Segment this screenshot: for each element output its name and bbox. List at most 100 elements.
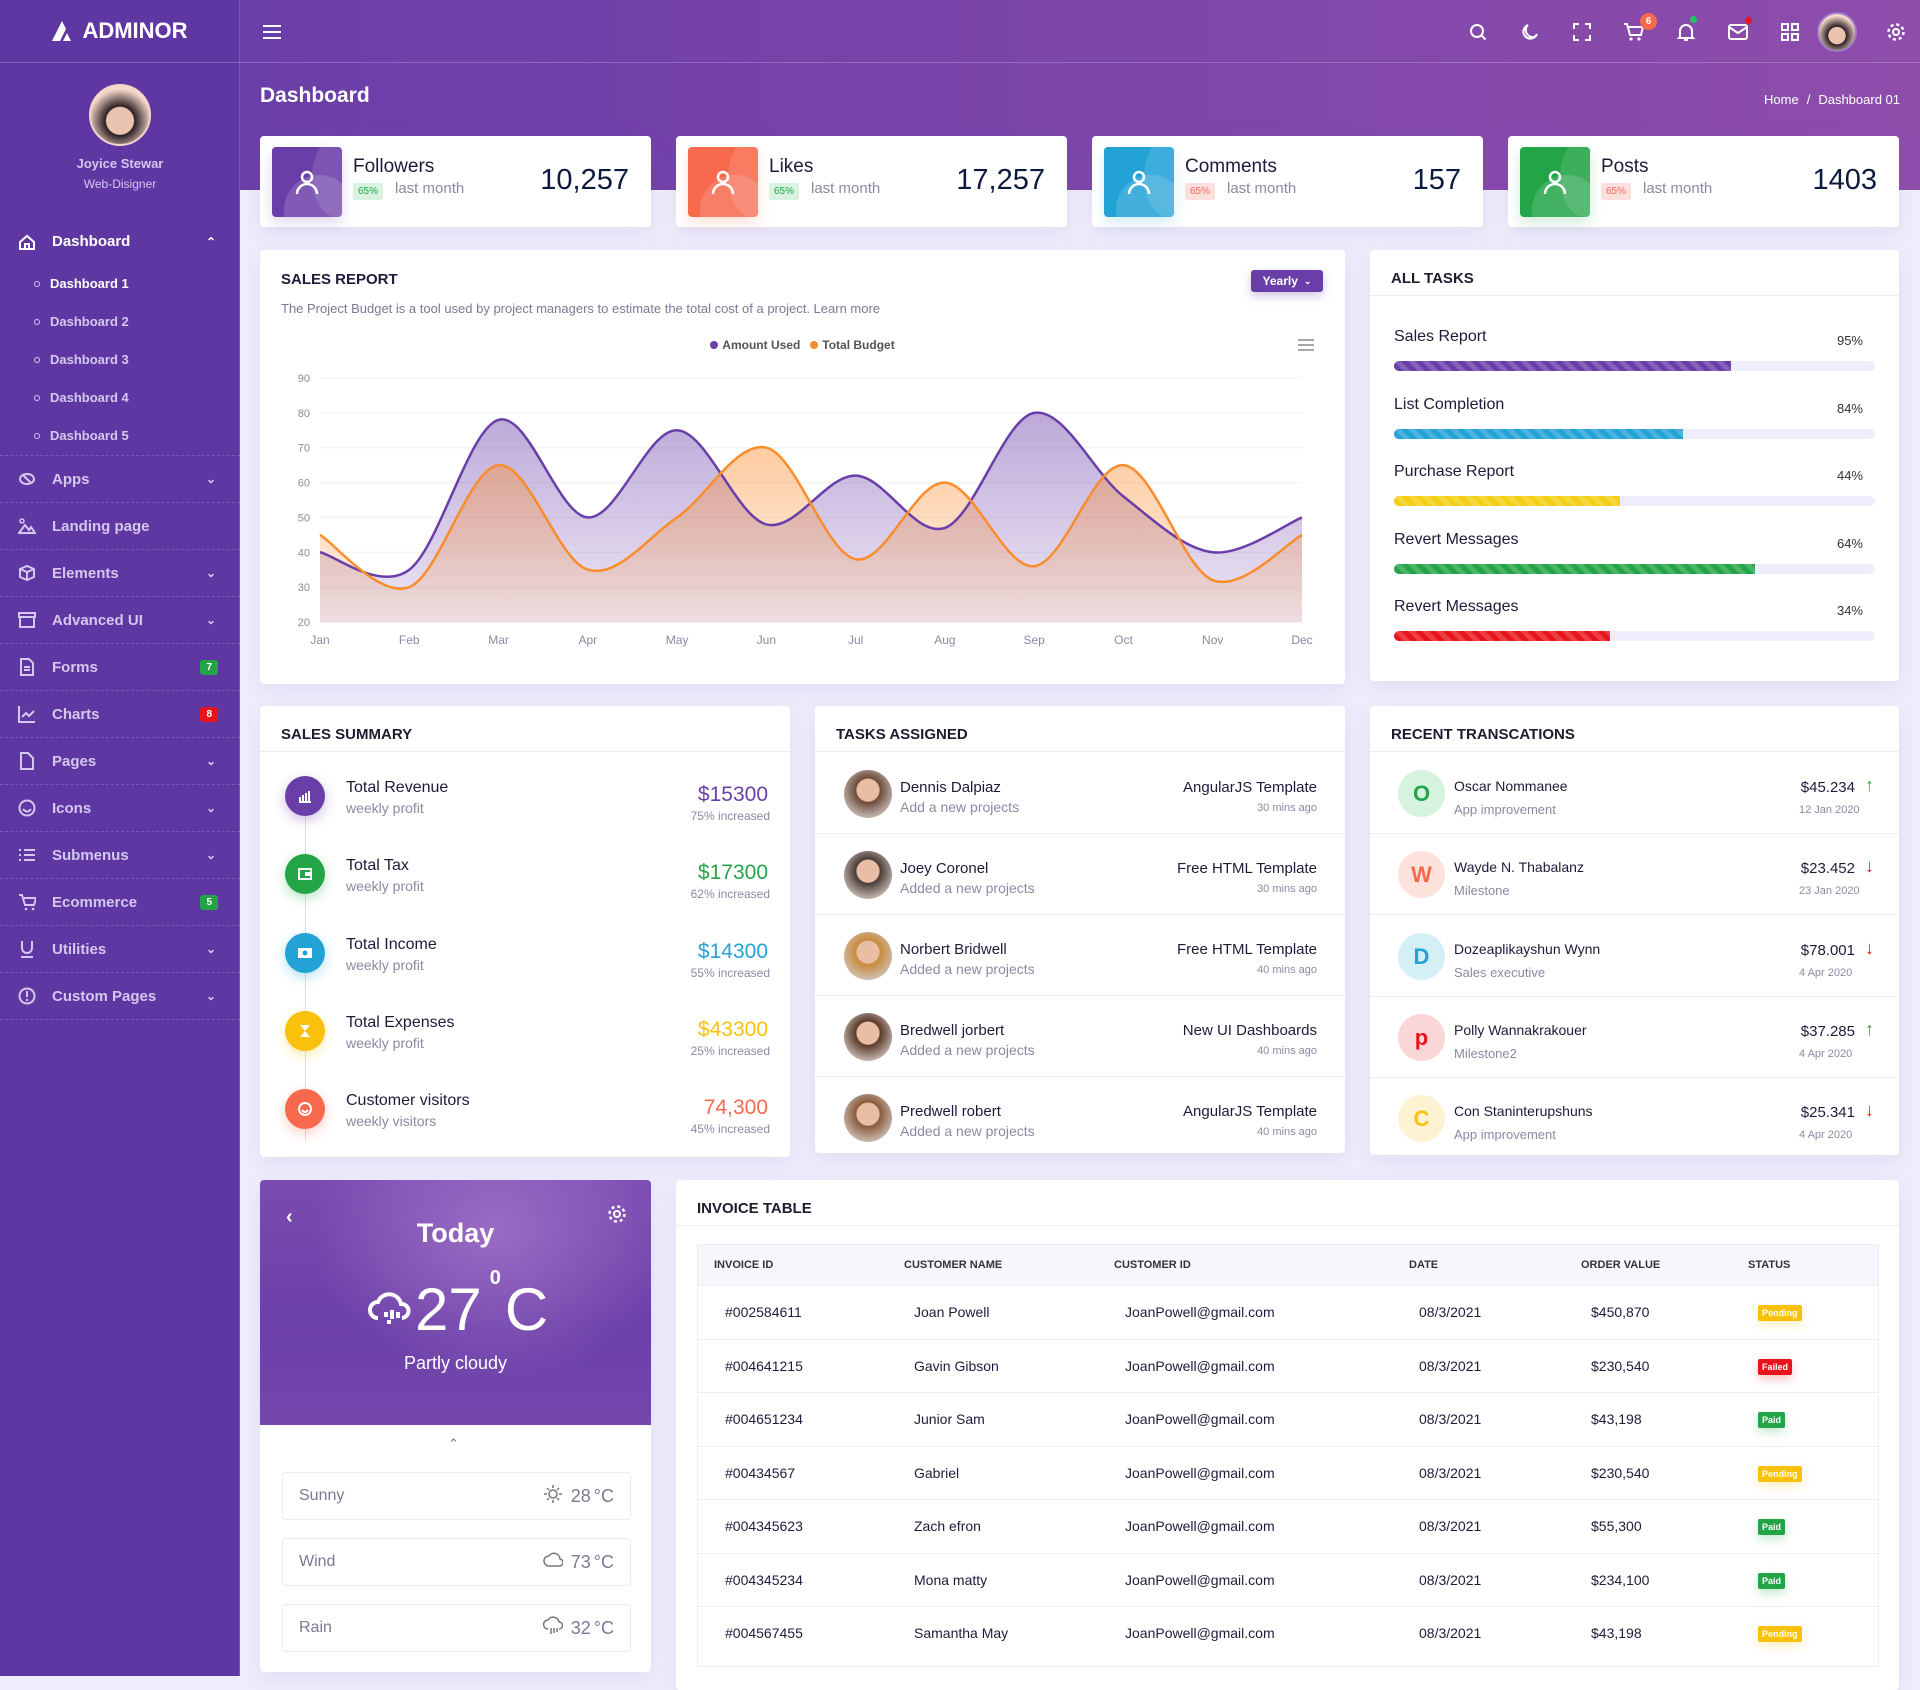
settings-gear-icon[interactable]	[1884, 20, 1908, 44]
sidebar-item-advanced-ui[interactable]: Advanced UI ⌄	[0, 597, 240, 644]
column-header[interactable]: DATE	[1409, 1259, 1439, 1271]
assigned-task-row[interactable]: Joey Coronel Added a new projects Free HTM…	[815, 834, 1345, 915]
transaction-row[interactable]: W Wayde N. Thabalanz Milestone $23.452 ↓ 23 J…	[1370, 834, 1899, 916]
sidebar-item-label: Dashboard	[52, 233, 131, 250]
sidebar-item-submenus[interactable]: Submenus ⌄	[0, 832, 240, 879]
collapse-chevron-icon[interactable]: ⌃	[448, 1436, 459, 1451]
mail-dot	[1745, 17, 1752, 24]
circle-bullet-icon	[34, 280, 40, 287]
x-tick-label: Aug	[934, 633, 955, 647]
column-header[interactable]: INVOICE ID	[714, 1259, 774, 1271]
invoice-id: #002584611	[725, 1304, 802, 1320]
summary-change: 55% increased	[690, 965, 770, 980]
sidebar-item-apps[interactable]: Apps ⌄	[0, 456, 240, 503]
status-badge: Paid	[1758, 1519, 1786, 1535]
sidebar-subitem-dashboard-5[interactable]: Dashboard 5	[34, 428, 129, 443]
sidebar-item-forms[interactable]: Forms 7	[0, 644, 240, 691]
transaction-name: Wayde N. Thabalanz	[1454, 859, 1584, 876]
assignee-avatar	[844, 851, 892, 899]
alert-circle-icon	[18, 987, 36, 1005]
sidebar-item-icons[interactable]: Icons ⌄	[0, 785, 240, 832]
series-line-amount-used	[319, 411, 1303, 578]
table-row[interactable]: #004567455 Samantha May JoanPowell@gmail.c…	[698, 1607, 1878, 1661]
sidebar-item-utilities[interactable]: Utilities ⌄	[0, 926, 240, 973]
stat-value: 1403	[1812, 164, 1877, 196]
sidebar-item-charts[interactable]: Charts 8	[0, 691, 240, 738]
sales-summary-card: SALES SUMMARY Total Revenue weekly profit…	[260, 706, 790, 1157]
breadcrumb-home[interactable]: Home	[1764, 92, 1799, 107]
weather-description: Partly cloudy	[403, 1353, 508, 1373]
apps-grid-icon[interactable]	[1778, 20, 1802, 44]
sidebar-subitem-dashboard-4[interactable]: Dashboard 4	[34, 390, 129, 405]
legend-total-budget[interactable]: Total Budget	[810, 338, 895, 352]
stat-value: 17,257	[956, 164, 1045, 196]
chevron-up-icon: ⌃	[205, 234, 216, 249]
summary-change: 62% increased	[690, 887, 770, 902]
stat-card-followers[interactable]: Followers 65% last month 10,257	[260, 136, 651, 227]
user-avatar[interactable]	[89, 84, 151, 146]
column-header[interactable]: CUSTOMER ID	[1114, 1259, 1191, 1271]
y-tick-label: 80	[298, 408, 310, 420]
period-dropdown[interactable]: Yearly ⌄	[1251, 270, 1323, 292]
table-row[interactable]: #00434567 Gabriel JoanPowell@gmail.com 08/3…	[698, 1447, 1878, 1500]
user-name: Joyice Stewar	[76, 156, 164, 171]
transaction-date: 4 Apr 2020	[1799, 1047, 1853, 1060]
customer-name: Zach efron	[914, 1518, 981, 1534]
table-row[interactable]: #002584611 Joan Powell JoanPowell@gmail.co…	[698, 1286, 1878, 1340]
chart-menu-icon[interactable]	[1298, 338, 1314, 356]
transaction-row[interactable]: p Polly Wannakrakouer Milestone2 $37.285 ↑ 4 …	[1370, 997, 1899, 1078]
weather-settings-icon[interactable]	[607, 1204, 627, 1229]
profile-avatar[interactable]	[1817, 12, 1857, 52]
table-header: INVOICE ID CUSTOMER NAME CUSTOMER ID DATE OR…	[698, 1245, 1878, 1286]
table-row[interactable]: #004641215 Gavin Gibson JoanPowell@gmail.c…	[698, 1340, 1878, 1393]
notification-bell-icon[interactable]	[1674, 20, 1698, 44]
table-row[interactable]: #004345623 Zach efron JoanPowell@gmail.com…	[698, 1500, 1878, 1554]
x-tick-label: Jun	[757, 633, 776, 647]
period-label: Yearly	[1262, 274, 1298, 288]
arrow-down-icon: ↓	[1865, 1100, 1874, 1121]
assigned-task-row[interactable]: Predwell robert Added a new projects Angul…	[815, 1077, 1345, 1158]
sidebar-item-pages[interactable]: Pages ⌄	[0, 738, 240, 785]
sidebar-item-landing-page[interactable]: Landing page	[0, 503, 240, 550]
sidebar-item-elements[interactable]: Elements ⌄	[0, 550, 240, 597]
summary-subtitle: weekly profit	[346, 956, 424, 973]
cart-icon[interactable]	[1622, 20, 1646, 44]
notification-dot	[1690, 16, 1697, 23]
transaction-row[interactable]: D Dozeaplikayshun Wynn Sales executive $78.…	[1370, 916, 1899, 997]
invoice-id: #004345623	[725, 1518, 803, 1534]
transaction-row[interactable]: C Con Staninterupshuns App improvement $25.…	[1370, 1078, 1899, 1159]
fullscreen-icon[interactable]	[1570, 20, 1594, 44]
column-header[interactable]: STATUS	[1748, 1259, 1791, 1271]
transaction-row[interactable]: O Oscar Nommanee App improvement $45.234 ↑ 12…	[1370, 753, 1899, 834]
sidebar-item-ecommerce[interactable]: Ecommerce 5	[0, 879, 240, 926]
stat-card-likes[interactable]: Likes 65% last month 17,257	[676, 136, 1067, 227]
assigned-task-row[interactable]: Bredwell jorbert Added a new projects New …	[815, 996, 1345, 1077]
sidebar-subitem-dashboard-3[interactable]: Dashboard 3	[34, 352, 129, 367]
assigned-task-row[interactable]: Dennis Dalpiaz Add a new projects AngularJ…	[815, 753, 1345, 834]
table-row[interactable]: #004345234 Mona matty JoanPowell@gmail.com…	[698, 1554, 1878, 1607]
previous-arrow-icon[interactable]: ‹	[286, 1206, 293, 1228]
weather-row-label: Wind	[299, 1553, 336, 1570]
y-tick-label: 30	[298, 582, 310, 594]
y-tick-label: 90	[298, 373, 310, 385]
table-row[interactable]: #004651234 Junior Sam JoanPowell@gmail.com…	[698, 1393, 1878, 1447]
hourglass-icon	[285, 1010, 325, 1051]
column-header[interactable]: CUSTOMER NAME	[904, 1259, 1003, 1271]
column-header[interactable]: ORDER VALUE	[1581, 1259, 1661, 1271]
stat-title: Posts	[1601, 156, 1649, 177]
menu-toggle-icon[interactable]	[260, 20, 284, 44]
mail-icon[interactable]	[1726, 20, 1750, 44]
sidebar-subitem-dashboard-2[interactable]: Dashboard 2	[34, 314, 129, 329]
search-icon[interactable]	[1466, 20, 1490, 44]
sidebar-item-dashboard[interactable]: Dashboard ⌃	[0, 218, 240, 265]
stat-card-posts[interactable]: Posts 65% last month 1403	[1508, 136, 1899, 227]
sidebar-item-custom-pages[interactable]: Custom Pages ⌄	[0, 973, 240, 1020]
brand-logo[interactable]: ADMINOR	[0, 0, 240, 63]
dark-mode-icon[interactable]	[1518, 20, 1542, 44]
stat-card-comments[interactable]: Comments 65% last month 157	[1092, 136, 1483, 227]
assigned-task-row[interactable]: Norbert Bridwell Added a new projects Free…	[815, 915, 1345, 996]
legend-amount-used[interactable]: Amount Used	[710, 338, 800, 352]
x-tick-label: May	[666, 633, 689, 647]
task-percent: 95%	[1836, 333, 1863, 348]
sidebar-subitem-dashboard-1[interactable]: Dashboard 1	[34, 276, 129, 291]
